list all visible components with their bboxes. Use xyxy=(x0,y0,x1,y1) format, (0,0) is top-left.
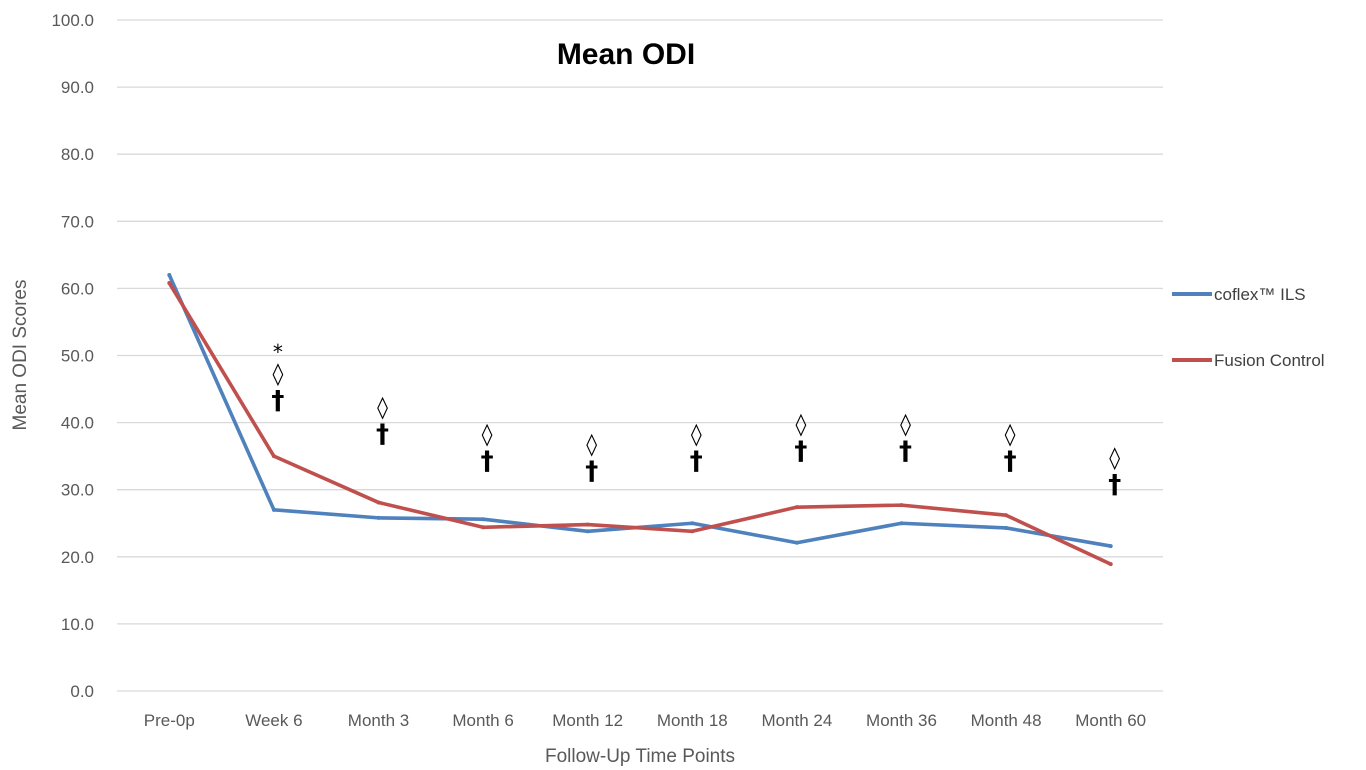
y-axis-ticks: 0.0 10.0 20.0 30.0 40.0 50.0 60.0 70.0 80.0 90.0 1… xyxy=(51,11,94,701)
data-point xyxy=(1004,513,1009,518)
significance-markers: †◊*†◊†◊†◊†◊†◊†◊†◊†◊ xyxy=(271,340,1121,500)
data-point xyxy=(794,540,799,545)
x-axis-title: Follow-Up Time Points xyxy=(545,746,735,767)
significance-marker: † xyxy=(899,437,912,467)
data-point xyxy=(1108,562,1113,567)
y-axis-title: Mean ODI Scores xyxy=(10,280,31,431)
y-tick-label: 60.0 xyxy=(61,279,94,298)
legend: coflex™ ILS Fusion Control xyxy=(1172,285,1325,370)
significance-marker: * xyxy=(273,340,283,364)
legend-label: coflex™ ILS xyxy=(1214,285,1306,304)
y-tick-label: 20.0 xyxy=(61,548,94,567)
x-tick-label: Month 24 xyxy=(761,711,832,730)
y-tick-label: 90.0 xyxy=(61,78,94,97)
data-point xyxy=(899,521,904,526)
x-tick-label: Month 6 xyxy=(452,711,513,730)
x-tick-label: Month 3 xyxy=(348,711,409,730)
gridlines xyxy=(117,19,1163,692)
data-point xyxy=(271,454,276,459)
significance-marker: † xyxy=(585,457,598,487)
significance-marker: ◊ xyxy=(795,413,806,438)
data-point xyxy=(1108,544,1113,549)
data-point xyxy=(481,517,486,522)
x-axis-ticks: Pre-0p Week 6 Month 3 Month 6 Month 12 Month … xyxy=(144,711,1146,730)
significance-marker: ◊ xyxy=(1005,423,1016,448)
data-point xyxy=(690,521,695,526)
significance-marker: † xyxy=(690,447,703,477)
series-lines xyxy=(167,272,1113,567)
x-tick-label: Pre-0p xyxy=(144,711,195,730)
significance-marker: ◊ xyxy=(272,362,283,387)
y-tick-label: 100.0 xyxy=(51,11,94,30)
significance-marker: ◊ xyxy=(377,396,388,421)
y-tick-label: 80.0 xyxy=(61,145,94,164)
significance-marker: † xyxy=(271,386,284,416)
y-tick-label: 30.0 xyxy=(61,481,94,500)
data-point xyxy=(794,505,799,510)
significance-marker: ◊ xyxy=(1109,446,1120,471)
chart-title: Mean ODI xyxy=(557,38,695,71)
y-tick-label: 70.0 xyxy=(61,212,94,231)
significance-marker: † xyxy=(794,437,807,467)
y-tick-label: 0.0 xyxy=(70,682,94,701)
significance-marker: † xyxy=(376,420,389,450)
significance-marker: † xyxy=(1004,447,1017,477)
x-tick-label: Month 12 xyxy=(552,711,623,730)
significance-marker: ◊ xyxy=(691,423,702,448)
significance-marker: ◊ xyxy=(900,413,911,438)
x-tick-label: Week 6 xyxy=(245,711,302,730)
data-point xyxy=(585,529,590,534)
y-tick-label: 40.0 xyxy=(61,414,94,433)
y-tick-label: 10.0 xyxy=(61,615,94,634)
data-point xyxy=(167,272,172,277)
legend-label: Fusion Control xyxy=(1214,351,1325,370)
data-point xyxy=(481,525,486,530)
x-tick-label: Month 60 xyxy=(1075,711,1146,730)
y-tick-label: 50.0 xyxy=(61,347,94,366)
data-point xyxy=(271,507,276,512)
data-point xyxy=(376,500,381,505)
data-point xyxy=(585,522,590,527)
significance-marker: † xyxy=(1108,470,1121,500)
x-tick-label: Month 18 xyxy=(657,711,728,730)
data-point xyxy=(376,515,381,520)
data-point xyxy=(899,503,904,508)
x-tick-label: Month 36 xyxy=(866,711,937,730)
data-point xyxy=(1004,525,1009,530)
series-line-2 xyxy=(167,281,1113,566)
significance-marker: † xyxy=(481,447,494,477)
series-line-1 xyxy=(167,273,1113,548)
significance-marker: ◊ xyxy=(586,433,597,458)
data-point xyxy=(690,529,695,534)
x-tick-label: Month 48 xyxy=(971,711,1042,730)
data-point xyxy=(167,281,172,286)
significance-marker: ◊ xyxy=(482,423,493,448)
